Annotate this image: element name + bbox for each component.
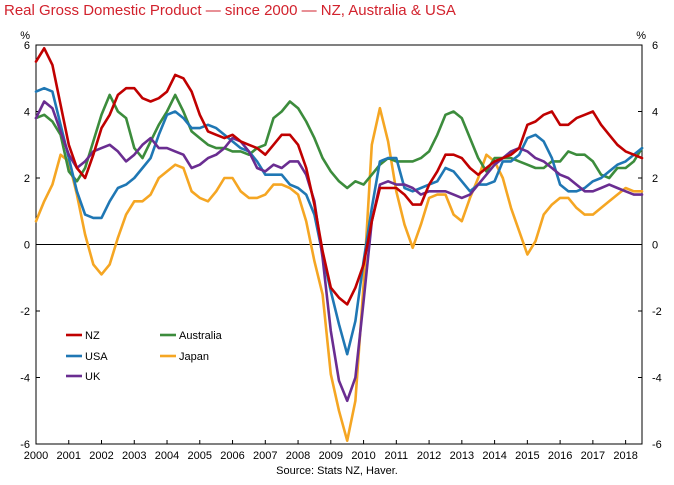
y-tick-label-right: -6 — [652, 439, 662, 451]
x-tick-label: 2015 — [515, 450, 539, 462]
y-unit-left: % — [20, 30, 30, 42]
legend-label-japan: Japan — [179, 351, 209, 363]
x-tick-label: 2000 — [24, 450, 48, 462]
chart-title: Real Gross Domestic Product — since 2000… — [4, 2, 456, 19]
x-tick-label: 2014 — [482, 450, 506, 462]
x-tick-label: 2016 — [548, 450, 572, 462]
series-line-nz — [34, 47, 644, 306]
y-tick-label-left: 2 — [24, 173, 30, 185]
legend: NZ Australia USA Japan UK — [66, 330, 223, 383]
y-tick-label-right: -4 — [652, 373, 662, 385]
legend-label-usa: USA — [85, 351, 108, 363]
x-tick-label: 2007 — [253, 450, 277, 462]
axes: -6 -6 -4 -4 -2 -2 0 0 2 2 4 4 6 6% % 2000 2001 2002 2003 20… — [20, 30, 662, 462]
series-lines — [34, 47, 644, 442]
y-tick-label-right: 6 — [652, 40, 658, 52]
y-tick-label-left: -6 — [20, 439, 30, 451]
x-tick-label: 2012 — [417, 450, 441, 462]
x-tick-label: 2005 — [188, 450, 212, 462]
y-tick-label-right: 4 — [652, 107, 658, 119]
x-tick-label: 2013 — [450, 450, 474, 462]
x-tick-label: 2003 — [122, 450, 146, 462]
x-tick-label: 2006 — [220, 450, 244, 462]
series-line-australia — [34, 93, 644, 190]
y-tick-label-right: 2 — [652, 173, 658, 185]
y-unit-right: % — [636, 30, 646, 42]
x-tick-label: 2004 — [155, 450, 179, 462]
y-tick-label-right: 0 — [652, 240, 658, 252]
x-tick-label: 2017 — [581, 450, 605, 462]
legend-label-uk: UK — [85, 371, 101, 383]
series-line-usa — [34, 86, 644, 356]
x-tick-label: 2009 — [319, 450, 343, 462]
series-line-uk — [34, 100, 644, 403]
x-tick-label: 2001 — [57, 450, 81, 462]
x-tick-label: 2002 — [89, 450, 113, 462]
x-tick-label: 2018 — [613, 450, 637, 462]
y-tick-label-left: -2 — [20, 306, 30, 318]
x-tick-label: 2011 — [384, 450, 408, 462]
legend-label-australia: Australia — [179, 330, 223, 342]
x-tick-label: 2010 — [351, 450, 375, 462]
y-tick-label-left: 4 — [24, 107, 30, 119]
x-tick-label: 2008 — [286, 450, 310, 462]
y-tick-label-right: -2 — [652, 306, 662, 318]
series-line-japan — [34, 106, 644, 442]
y-tick-label-left: -4 — [20, 373, 30, 385]
y-tick-label-left: 0 — [24, 240, 30, 252]
source-note: Source: Stats NZ, Haver. — [276, 465, 398, 477]
y-tick-label-left: 6 — [24, 40, 30, 52]
legend-label-nz: NZ — [85, 330, 100, 342]
